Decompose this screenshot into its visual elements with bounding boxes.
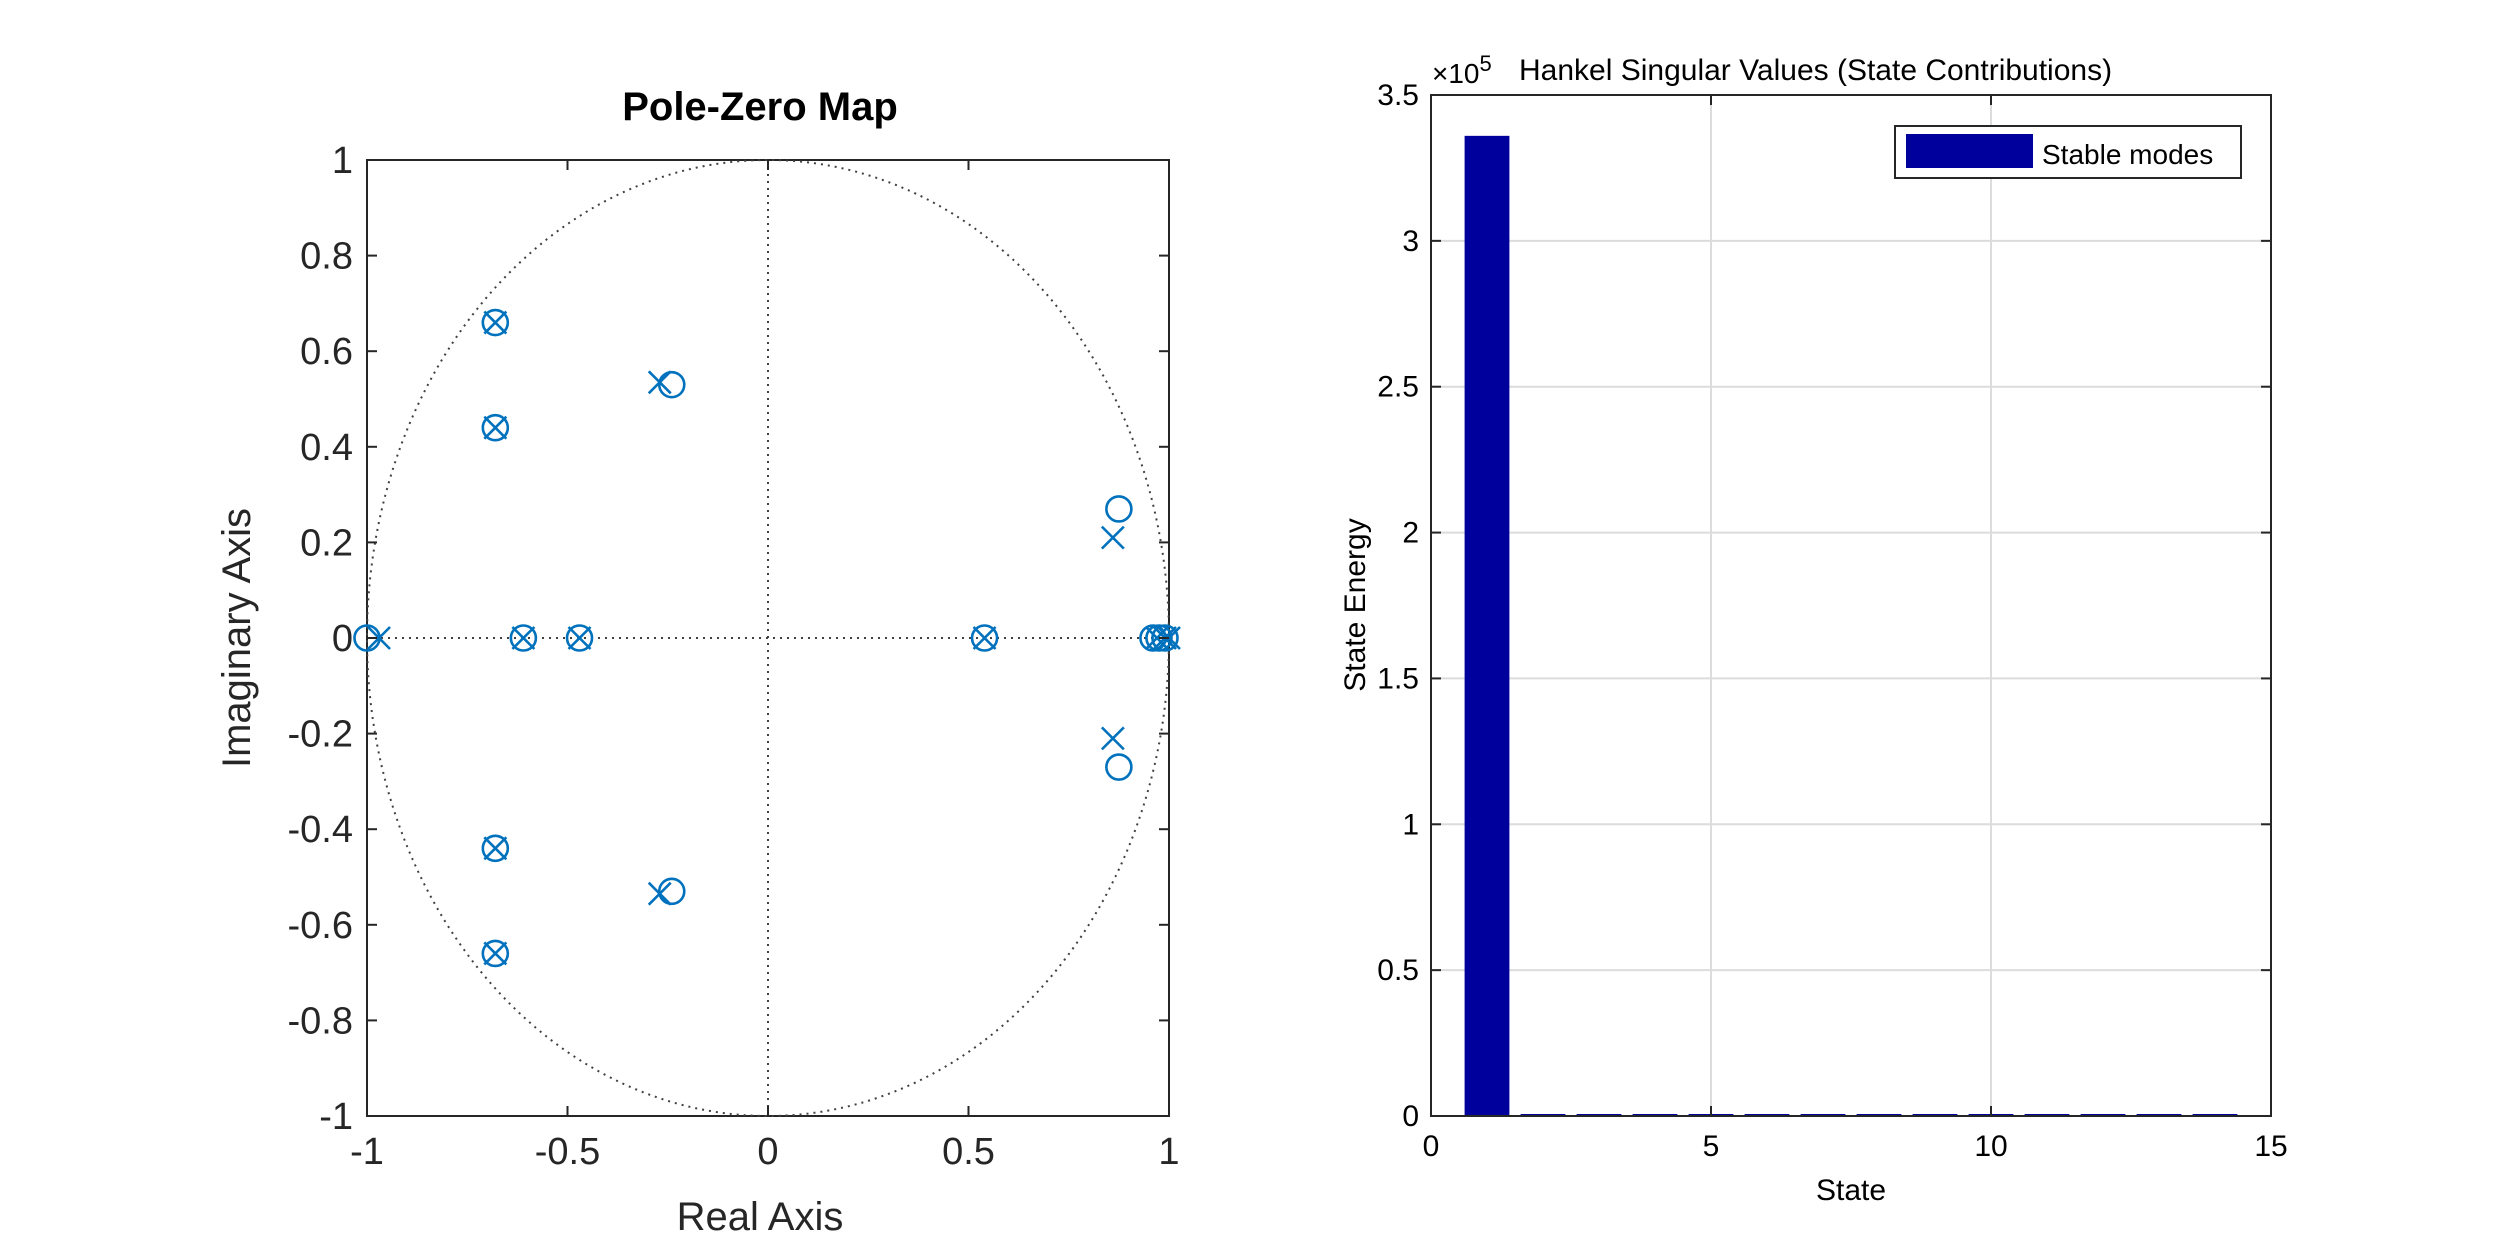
hsv-exponent-base: ×10 — [1432, 58, 1480, 89]
pz-title: Pole-Zero Map — [622, 85, 898, 129]
pz-y-tick-label: 0 — [332, 618, 353, 660]
zero-marker — [657, 370, 686, 399]
pole-marker — [1100, 525, 1125, 550]
hsv-x-tick-label: 10 — [1974, 1130, 2007, 1163]
hsv-x-tick-label: 0 — [1423, 1130, 1440, 1163]
pole-marker — [567, 626, 592, 650]
hsv-y-tick-label: 2.5 — [1377, 371, 1419, 404]
pz-y-tick-label: 0.8 — [300, 236, 353, 278]
pz-x-tick-label: 0 — [757, 1131, 778, 1173]
pole-marker — [483, 941, 508, 966]
pz-y-tick-label: -0.6 — [288, 905, 353, 947]
pz-x-tick-label: 0.5 — [942, 1131, 995, 1173]
pole-marker — [483, 415, 508, 440]
pz-y-tick-label: -0.8 — [288, 1000, 353, 1042]
hsv-x-ticks: 0 5 10 15 — [1423, 95, 2288, 1163]
pz-y-tick-label: -1 — [319, 1096, 353, 1138]
pz-x-axis-label: Real Axis — [677, 1195, 844, 1239]
hsv-exponent-power: 5 — [1480, 51, 1492, 76]
pole-marker — [483, 310, 508, 335]
hsv-y-tick-label: 2 — [1402, 517, 1419, 550]
hsv-x-tick-label: 5 — [1703, 1130, 1720, 1163]
pz-y-tick-label: -0.2 — [288, 714, 353, 756]
zero-marker — [481, 834, 510, 863]
hsv-legend: Stable modes — [1894, 125, 2242, 179]
zero-marker — [657, 877, 686, 906]
pz-y-ticks: -1 -0.8 -0.6 -0.4 -0.2 0 0.2 0.4 0.6 0.8 1 — [288, 140, 1169, 1138]
zero-marker — [353, 624, 381, 652]
pole-zero-panel: -1 -0.5 0 0.5 1 -1 -0.8 -0.6 -0.4 -0.2 0 0.2 0.4 0.6… — [215, 85, 1181, 1239]
hsv-y-tick-label: 1.5 — [1377, 662, 1419, 695]
zero-marker — [481, 413, 510, 442]
pole-marker — [1100, 726, 1125, 751]
pole-marker — [483, 836, 508, 861]
pz-x-tick-label: -0.5 — [535, 1131, 600, 1173]
hsv-y-tick-label: 3.5 — [1377, 79, 1419, 112]
pz-y-tick-label: 1 — [332, 140, 353, 182]
hsv-bar — [1464, 135, 1510, 1117]
zero-marker — [509, 624, 538, 652]
pz-markers — [353, 308, 1181, 968]
zero-marker — [481, 939, 510, 968]
pz-y-tick-label: 0.2 — [300, 522, 353, 564]
hsv-exponent: ×105 — [1432, 51, 1492, 89]
zero-marker — [970, 624, 999, 652]
pz-y-axis-label: Imaginary Axis — [215, 508, 259, 768]
pz-y-tick-label: 0.6 — [300, 331, 353, 373]
legend-label: Stable modes — [2042, 139, 2213, 170]
hsv-y-tick-label: 0.5 — [1377, 954, 1419, 987]
zero-marker — [565, 624, 594, 652]
hsv-x-tick-label: 15 — [2254, 1130, 2287, 1163]
pz-x-tick-label: 1 — [1158, 1131, 1179, 1173]
zero-marker — [1105, 753, 1133, 781]
zero-marker — [1105, 495, 1133, 523]
hsv-y-axis-label: State Energy — [1339, 518, 1372, 691]
pz-y-tick-label: 0.4 — [300, 427, 353, 469]
pz-x-ticks: -1 -0.5 0 0.5 1 — [350, 160, 1180, 1173]
hsv-y-tick-label: 0 — [1402, 1100, 1419, 1133]
pole-marker — [972, 626, 997, 650]
hsv-plot-frame — [1430, 94, 2272, 1117]
pz-y-tick-label: -0.4 — [288, 809, 353, 851]
pz-x-tick-label: -1 — [350, 1131, 384, 1173]
zero-marker — [481, 308, 510, 337]
zero-marker — [1151, 624, 1179, 652]
hsv-title: Hankel Singular Values (State Contributi… — [1519, 54, 2112, 87]
hankel-panel: 0 5 10 15 00.511.522.533.5 ×105 Hankel Sing… — [1339, 51, 2288, 1207]
hsv-x-axis-label: State — [1816, 1174, 1886, 1207]
zero-marker — [1145, 624, 1173, 652]
pole-marker — [511, 626, 536, 650]
hsv-y-ticks: 0 0.5 1 1.5 2 2.5 3 3.5 — [1377, 79, 2271, 1133]
hsv-frame-outline — [1430, 94, 2272, 1117]
hsv-y-tick-label: 3 — [1402, 225, 1419, 258]
legend-swatch — [1906, 134, 2033, 168]
hsv-y-tick-label: 1 — [1402, 808, 1419, 841]
